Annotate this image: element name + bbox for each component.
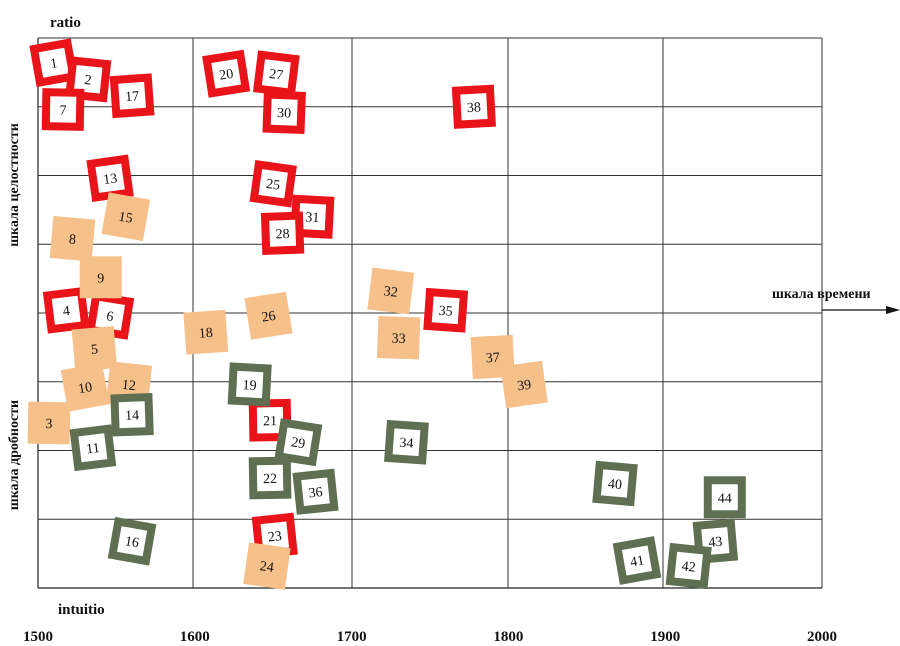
data-point-label: 21 — [263, 414, 277, 429]
data-point: 35 — [423, 288, 468, 333]
data-point-label: 25 — [265, 177, 281, 194]
data-point-label: 11 — [85, 441, 100, 458]
data-points: 1271720 2730 3813 2531284 6 3521231589510 1231… — [28, 38, 746, 589]
data-point: 18 — [183, 310, 228, 355]
data-point: 9 — [80, 256, 122, 298]
data-point-label: 17 — [125, 89, 140, 105]
data-point-label: 40 — [607, 477, 622, 493]
data-point: 30 — [262, 91, 305, 134]
data-point-label: 29 — [290, 435, 306, 452]
data-point: 40 — [592, 461, 638, 507]
data-point-label: 28 — [275, 227, 290, 242]
x-tick-labels: 1500 1600 1700 1800 1900 2000 — [23, 629, 837, 645]
data-point-label: 44 — [718, 491, 732, 506]
data-point-label: 37 — [485, 351, 500, 367]
data-point-label: 24 — [259, 559, 275, 576]
data-point: 14 — [110, 393, 153, 436]
data-point-label: 20 — [218, 67, 234, 84]
data-point-label: 7 — [59, 103, 66, 118]
data-point: 33 — [377, 316, 420, 359]
data-point-label: 18 — [198, 326, 213, 342]
data-point: 17 — [110, 73, 155, 118]
data-point-label: 5 — [90, 342, 98, 358]
data-point: 34 — [384, 420, 429, 465]
data-point-label: 34 — [399, 436, 414, 452]
x-tick-label: 1800 — [493, 629, 523, 645]
data-point: 39 — [500, 361, 547, 408]
data-point-label: 26 — [261, 309, 277, 326]
data-point-label: 15 — [117, 210, 133, 227]
data-point-label: 10 — [77, 380, 93, 397]
data-point: 28 — [261, 212, 304, 255]
data-point: 8 — [50, 216, 96, 262]
data-point-label: 35 — [438, 304, 453, 320]
data-point-label: 8 — [68, 232, 76, 248]
data-point-label: 32 — [383, 284, 399, 301]
data-point: 20 — [202, 50, 250, 98]
data-point: 16 — [108, 517, 157, 566]
x-tick-label: 1700 — [337, 629, 367, 645]
data-point-label: 41 — [629, 553, 645, 570]
data-point-label: 16 — [124, 534, 140, 551]
data-point: 22 — [249, 457, 292, 500]
x-tick-label: 2000 — [807, 629, 837, 645]
x-axis-label: шкала времени — [772, 287, 871, 302]
data-point-label: 12 — [121, 378, 136, 394]
data-point-label: 19 — [242, 378, 257, 394]
data-point-label: 38 — [467, 100, 482, 116]
data-point: 24 — [243, 542, 290, 589]
data-point: 15 — [101, 192, 150, 241]
data-point-label: 14 — [125, 409, 140, 424]
data-point-label: 42 — [681, 559, 696, 575]
data-point-label: 36 — [308, 485, 323, 501]
intuitio-label: intuitio — [58, 602, 105, 618]
data-point-label: 9 — [97, 271, 104, 286]
x-tick-label: 1600 — [180, 629, 210, 645]
data-point-label: 13 — [102, 171, 118, 188]
data-point-label: 31 — [305, 210, 320, 226]
data-point-label: 27 — [268, 67, 284, 84]
data-point: 36 — [292, 469, 338, 515]
time-axis-arrowhead — [886, 306, 900, 314]
data-point-label: 33 — [391, 332, 406, 347]
data-point: 19 — [228, 362, 272, 406]
y-axis-label-lower: шкала дробности — [7, 400, 22, 510]
data-point: 26 — [244, 292, 292, 340]
x-tick-label: 1500 — [23, 629, 53, 645]
data-point: 11 — [69, 424, 116, 471]
data-point: 3 — [28, 402, 71, 445]
y-axis-label-upper: шкала целостности — [7, 123, 22, 247]
data-point: 32 — [367, 268, 414, 315]
ratio-label: ratio — [50, 15, 81, 31]
data-point: 7 — [42, 88, 85, 131]
x-tick-label: 1900 — [650, 629, 680, 645]
data-point-label: 30 — [277, 106, 292, 121]
data-point: 25 — [249, 160, 296, 207]
data-point: 41 — [613, 536, 662, 585]
data-point-label: 3 — [45, 417, 52, 432]
data-point: 44 — [704, 476, 746, 518]
data-point-label: 22 — [263, 472, 277, 487]
data-point-label: 39 — [516, 378, 532, 395]
data-point: 27 — [253, 50, 300, 97]
data-point: 42 — [666, 543, 712, 589]
data-point: 38 — [452, 85, 496, 129]
data-point-label: 23 — [267, 529, 282, 545]
